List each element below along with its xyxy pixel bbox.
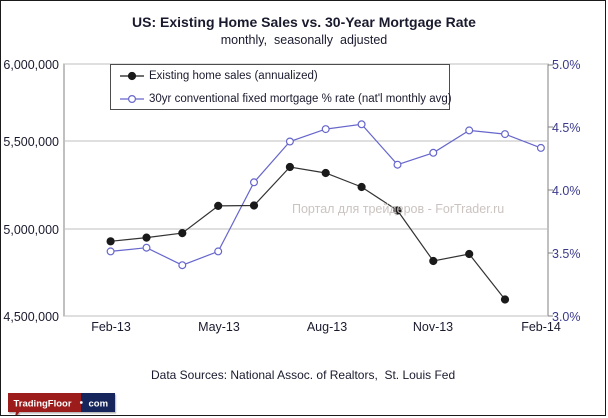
- svg-text:com: com: [89, 399, 109, 410]
- svg-text:TradingFloor: TradingFloor: [14, 399, 72, 410]
